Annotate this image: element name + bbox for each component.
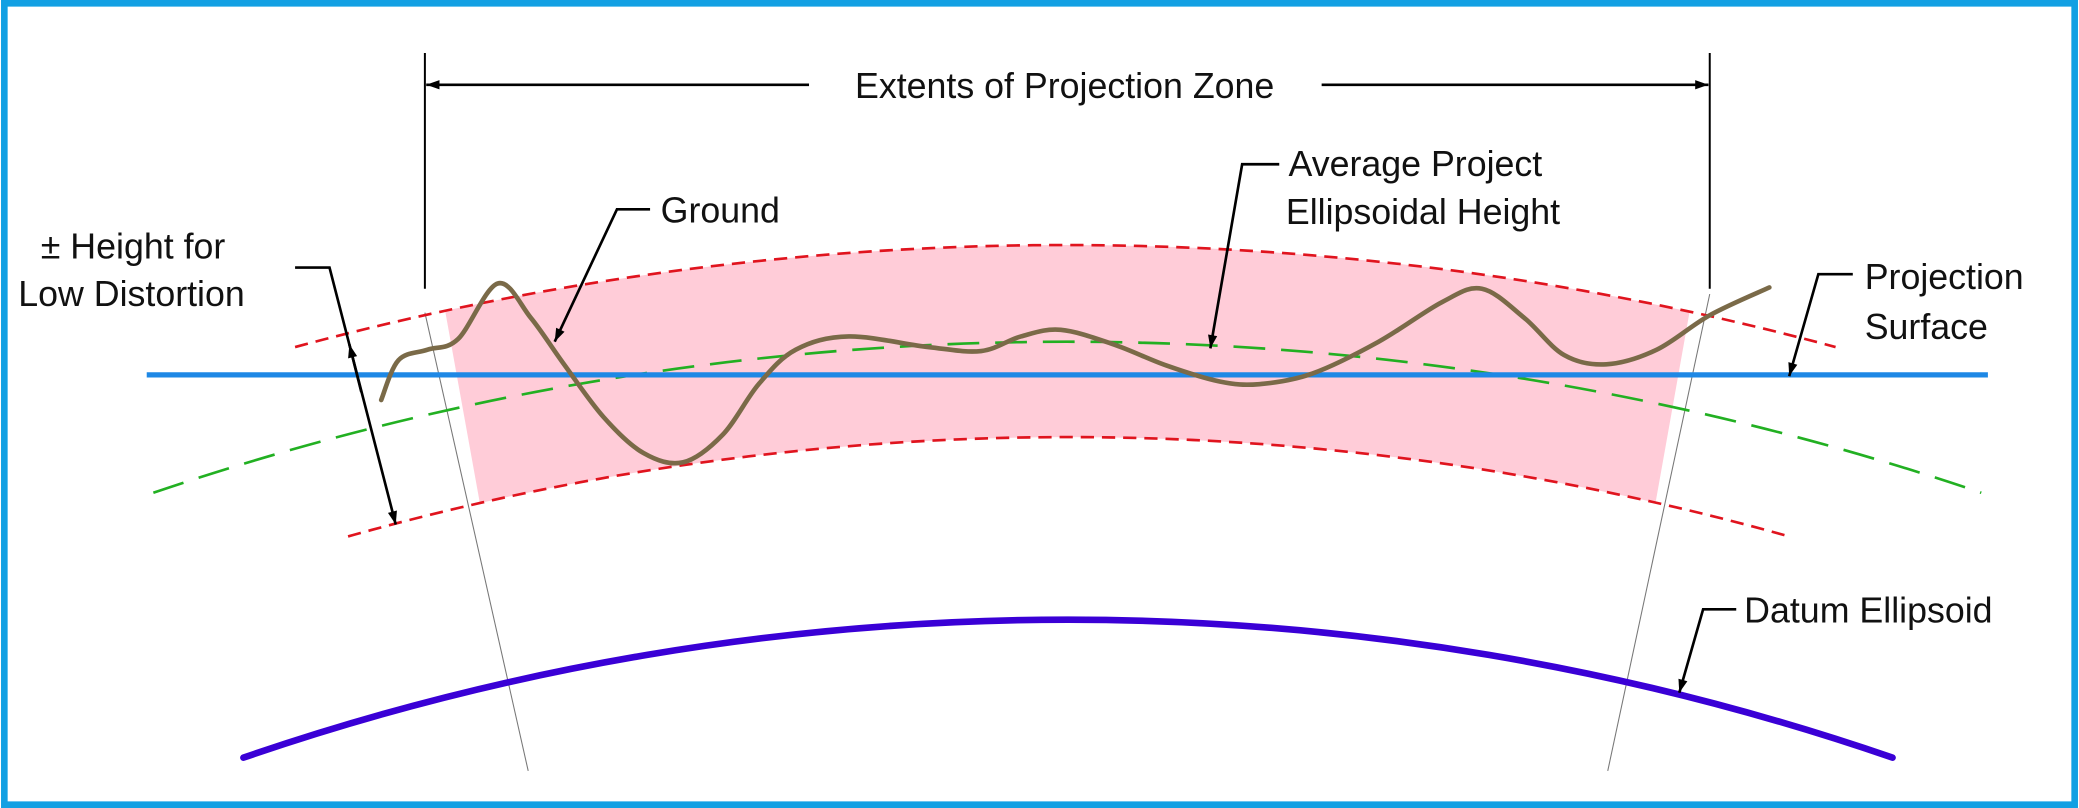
ground-leader	[553, 207, 651, 343]
extents-label: Extents of Projection Zone	[855, 66, 1274, 106]
projection-label-line2: Surface	[1865, 307, 1988, 347]
ground-profile	[378, 281, 1772, 466]
zone-radial-left	[424, 312, 529, 772]
height-range-leader	[295, 266, 398, 525]
height-label-line2: Low Distortion	[18, 274, 245, 314]
height-label-line1: ± Height for	[41, 226, 226, 266]
datum-ellipsoid-label: Datum Ellipsoid	[1744, 591, 1992, 631]
height-range-arrow-up	[348, 344, 363, 393]
datum-ellipsoid-curve	[240, 616, 1896, 761]
ground-label: Ground	[661, 191, 780, 231]
projection-label-line1: Projection	[1865, 257, 2024, 297]
datum-ellipsoid-leader	[1678, 607, 1737, 694]
average-height-label-line2: Ellipsoidal Height	[1286, 192, 1560, 232]
average-ellipsoidal-height-curve	[152, 340, 1982, 495]
average-height-label-line1: Average Project	[1289, 144, 1543, 184]
projection-surface-leader	[1787, 272, 1853, 377]
lower-distortion-limit	[347, 435, 1790, 538]
average-height-leader	[1208, 162, 1280, 349]
